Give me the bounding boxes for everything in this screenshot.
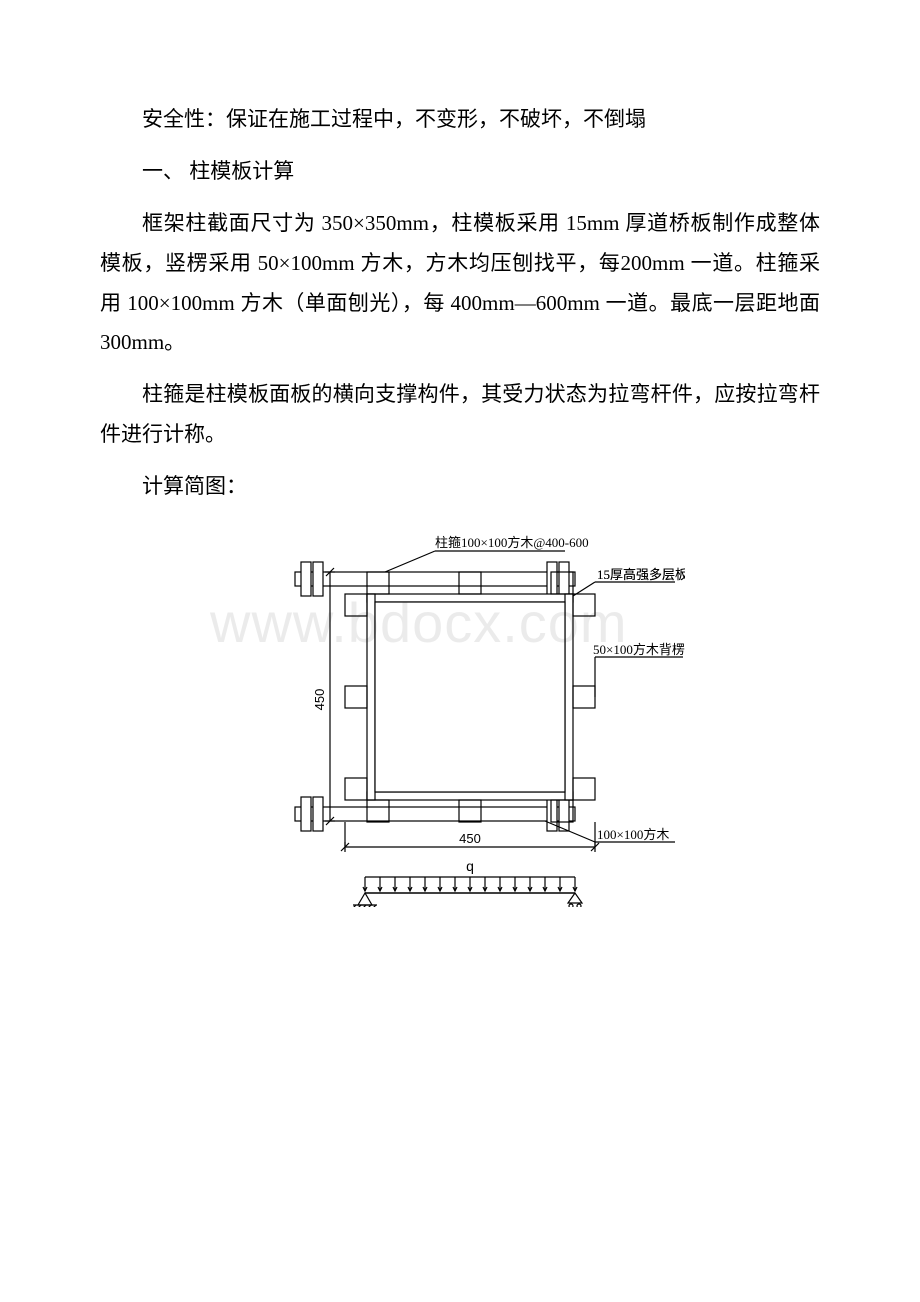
svg-text:q: q (466, 858, 474, 874)
paragraph-safety: 安全性：保证在施工过程中，不变形，不破坏，不倒塌 (100, 100, 820, 140)
svg-text:450: 450 (459, 831, 481, 846)
diagram-container: 柱箍100×100方木@400-60015厚高强多层板15厚高强多层板50×10… (100, 527, 820, 907)
svg-text:450: 450 (312, 689, 327, 711)
paragraph-spec: 框架柱截面尺寸为 350×350mm，柱模板采用 15mm 厚道桥板制作成整体模… (100, 204, 820, 364)
svg-text:50×100方木背楞@200: 50×100方木背楞@200 (593, 642, 685, 657)
paragraph-diagram-label: 计算简图： (100, 467, 820, 507)
svg-text:100×100方木: 100×100方木 (597, 827, 669, 842)
page: 安全性：保证在施工过程中，不变形，不破坏，不倒塌 一、 柱模板计算 框架柱截面尺… (0, 0, 920, 1302)
heading-section-1: 一、 柱模板计算 (100, 152, 820, 192)
paragraph-hoop: 柱箍是柱模板面板的横向支撑构件，其受力状态为拉弯杆件，应按拉弯杆件进行计称。 (100, 375, 820, 455)
column-formwork-diagram: 柱箍100×100方木@400-60015厚高强多层板15厚高强多层板50×10… (235, 527, 685, 907)
svg-text:15厚高强多层板: 15厚高强多层板 (597, 567, 685, 582)
svg-text:柱箍100×100方木@400-600: 柱箍100×100方木@400-600 (435, 535, 589, 550)
